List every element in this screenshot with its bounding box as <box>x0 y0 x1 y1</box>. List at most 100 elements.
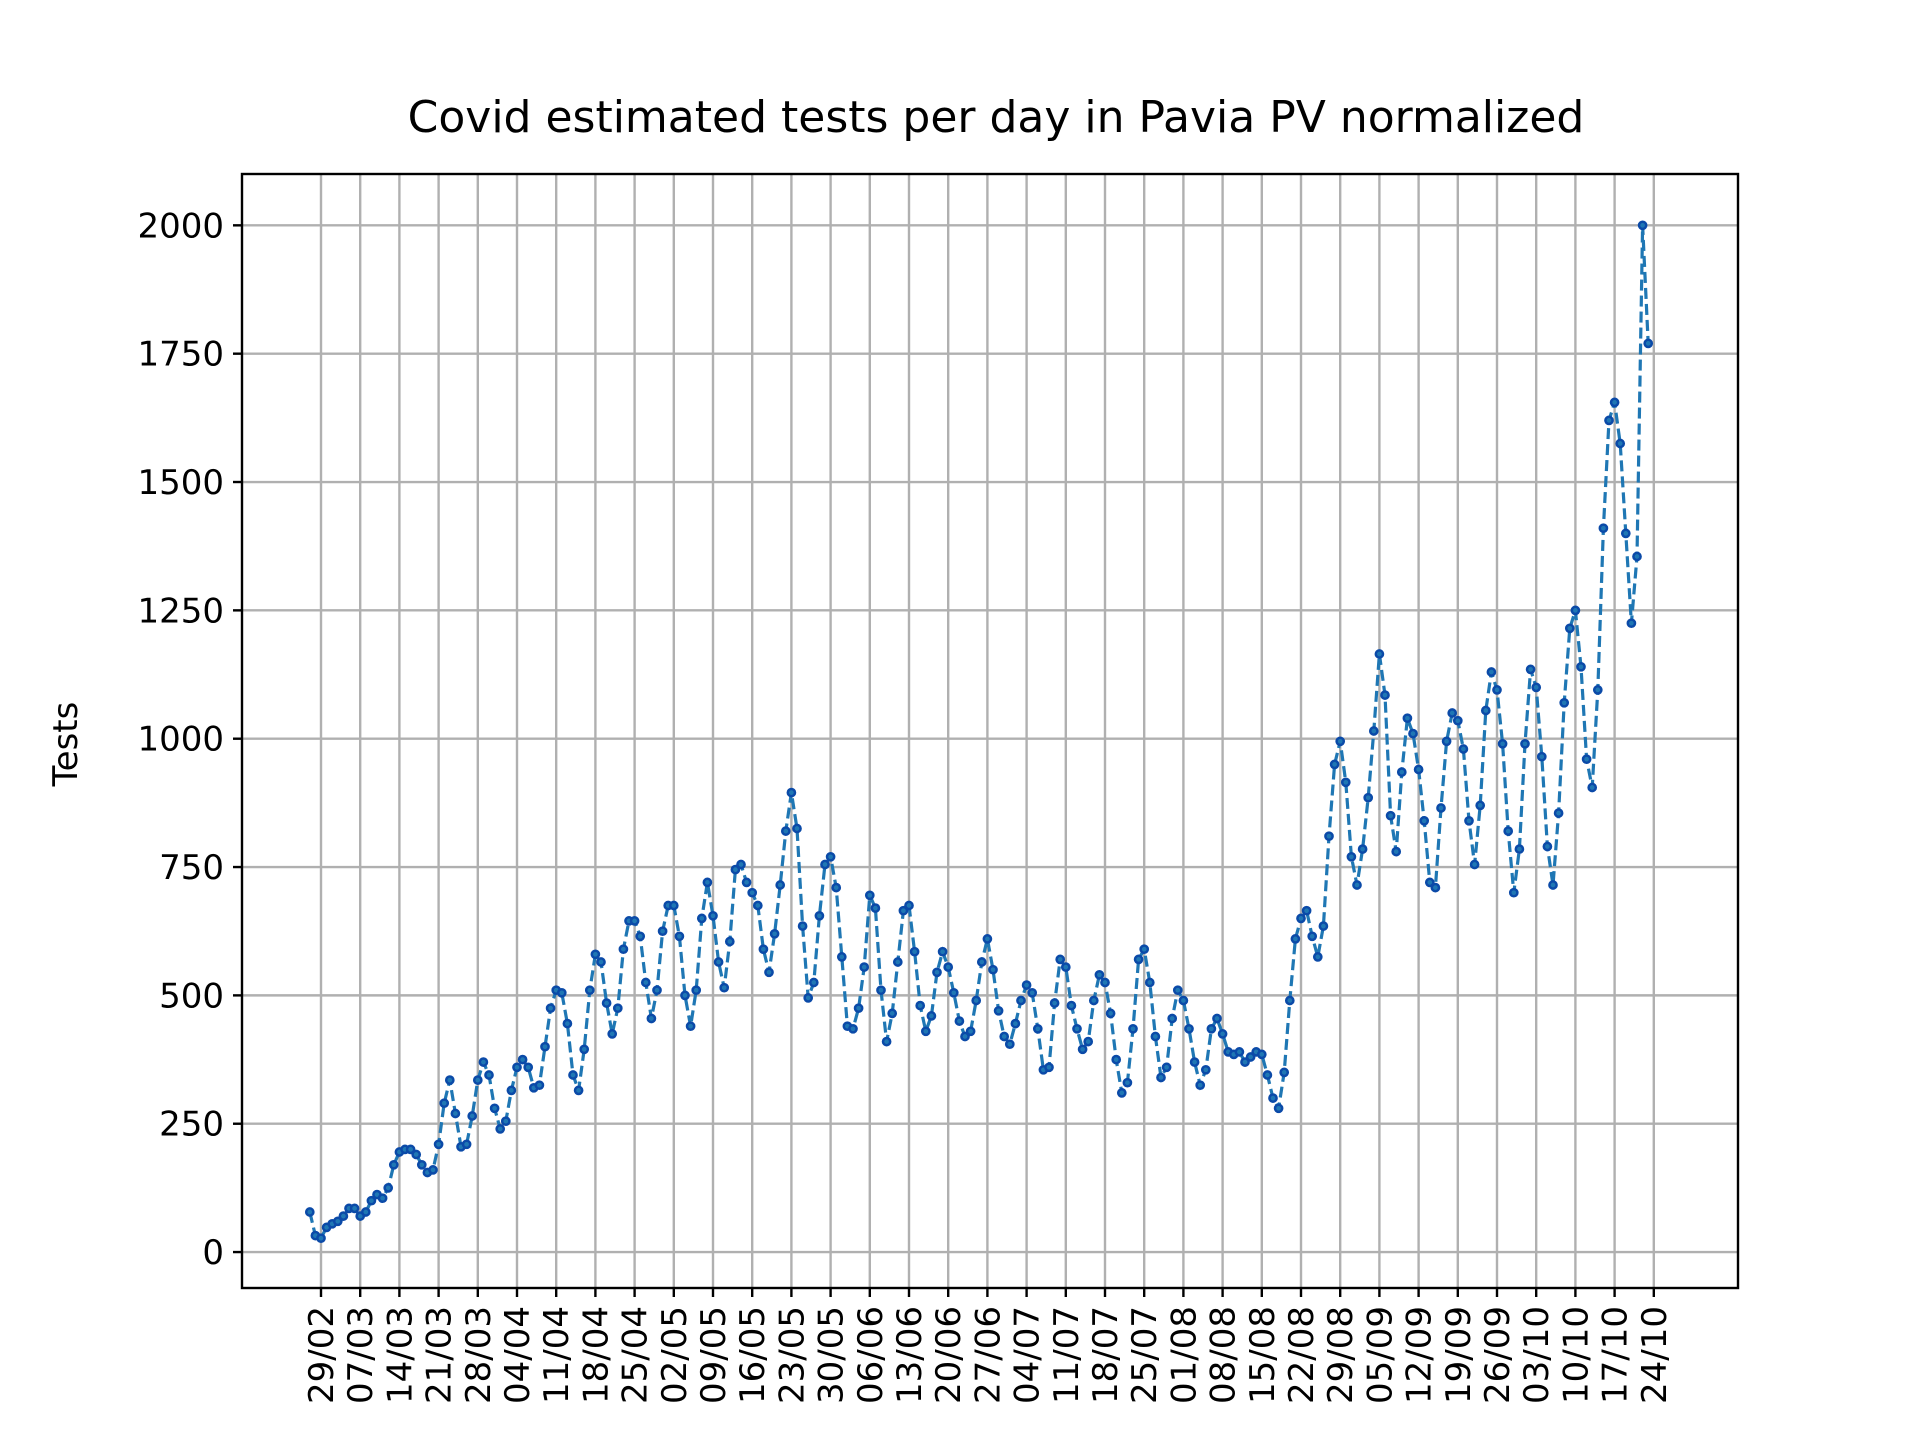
data-point <box>870 903 881 913</box>
data-point <box>999 1031 1010 1042</box>
data-point <box>1027 987 1038 998</box>
data-point <box>472 1075 483 1085</box>
x-tick-label: 01/08 <box>1164 1306 1204 1404</box>
data-point <box>1200 1064 1211 1075</box>
data-point <box>1441 736 1452 747</box>
data-point <box>1374 649 1385 659</box>
data-point <box>786 787 797 798</box>
data-point <box>848 1023 858 1034</box>
x-tick-label: 18/07 <box>1086 1306 1126 1404</box>
data-point <box>517 1054 528 1065</box>
data-point <box>808 977 819 988</box>
x-tick-label: 16/05 <box>733 1306 773 1404</box>
data-point <box>926 1011 937 1021</box>
data-point <box>1172 985 1183 996</box>
data-point <box>769 928 780 939</box>
data-point <box>332 1216 343 1227</box>
data-point <box>1329 759 1340 770</box>
data-point <box>915 1000 926 1011</box>
data-point <box>1010 1018 1021 1029</box>
data-point <box>1615 438 1626 449</box>
data-point <box>1391 846 1402 857</box>
data-point <box>836 952 847 962</box>
data-point <box>484 1070 494 1080</box>
data-point <box>1133 954 1144 965</box>
data-point <box>1296 913 1306 924</box>
x-tick-label: 17/10 <box>1596 1306 1636 1404</box>
data-point <box>568 1070 578 1080</box>
data-point <box>1016 995 1026 1006</box>
data-point <box>988 964 998 975</box>
data-point <box>775 880 786 890</box>
data-point <box>1116 1088 1127 1098</box>
data-point <box>573 1085 584 1096</box>
data-point <box>534 1080 545 1091</box>
data-point <box>366 1195 377 1206</box>
data-point <box>467 1111 478 1121</box>
data-point <box>1643 338 1654 349</box>
data-point <box>1592 685 1603 695</box>
x-tick-label: 21/03 <box>420 1306 460 1404</box>
data-point <box>864 890 875 901</box>
x-tick-label: 08/08 <box>1204 1306 1244 1404</box>
data-point <box>640 977 651 988</box>
data-point <box>646 1013 657 1024</box>
x-tick-label: 06/06 <box>851 1306 891 1404</box>
y-tick-label: 1000 <box>137 720 224 760</box>
data-point <box>1301 905 1312 916</box>
data-point <box>1469 859 1480 870</box>
y-tick-label: 250 <box>159 1105 224 1145</box>
data-point <box>478 1057 489 1067</box>
data-point <box>1021 980 1032 990</box>
data-point <box>691 985 702 996</box>
data-point <box>1531 682 1542 693</box>
data-point <box>859 962 870 972</box>
data-point <box>1626 618 1637 629</box>
data-point <box>1284 995 1295 1006</box>
data-point <box>1032 1023 1043 1034</box>
data-point <box>881 1036 892 1047</box>
series-layer <box>304 220 1654 1244</box>
data-point <box>1542 841 1553 852</box>
data-point <box>1447 708 1458 718</box>
data-point <box>579 1044 590 1055</box>
data-point <box>1195 1080 1206 1091</box>
data-point <box>1587 782 1598 793</box>
data-point <box>1486 667 1497 677</box>
data-point <box>803 993 814 1003</box>
data-point <box>1066 1000 1077 1011</box>
data-point <box>590 949 601 960</box>
data-point <box>943 962 954 972</box>
plot-frame <box>240 172 1740 1290</box>
data-point <box>920 1026 931 1037</box>
data-point <box>506 1085 517 1096</box>
data-point <box>1452 715 1463 726</box>
data-point <box>797 921 808 931</box>
data-point <box>1240 1057 1250 1067</box>
x-tick-label: 05/09 <box>1360 1306 1400 1404</box>
data-point <box>730 864 741 875</box>
data-point <box>1234 1047 1245 1057</box>
data-point <box>304 1207 315 1217</box>
data-point <box>612 1003 623 1014</box>
data-point <box>1044 1062 1054 1073</box>
data-point <box>1419 815 1430 826</box>
y-tick-label: 1500 <box>137 463 224 503</box>
data-point <box>1212 1013 1222 1024</box>
data-point <box>904 900 914 911</box>
x-tick-label: 02/05 <box>655 1306 695 1404</box>
data-point <box>1139 944 1150 955</box>
axis-ticks: 0 250 500 750 1000 1250 1500 1750 2000 29/02 07/03… <box>137 206 1674 1404</box>
data-point <box>1161 1062 1172 1073</box>
series-line <box>308 225 1650 1241</box>
data-point <box>752 900 763 911</box>
data-point <box>1256 1049 1267 1060</box>
data-point <box>764 967 774 978</box>
data-point <box>1564 623 1575 634</box>
data-point <box>937 946 948 957</box>
x-tick-label: 14/03 <box>380 1306 420 1404</box>
data-point <box>1385 810 1396 821</box>
data-point <box>1060 962 1071 972</box>
y-axis-label: Tests <box>46 702 86 788</box>
